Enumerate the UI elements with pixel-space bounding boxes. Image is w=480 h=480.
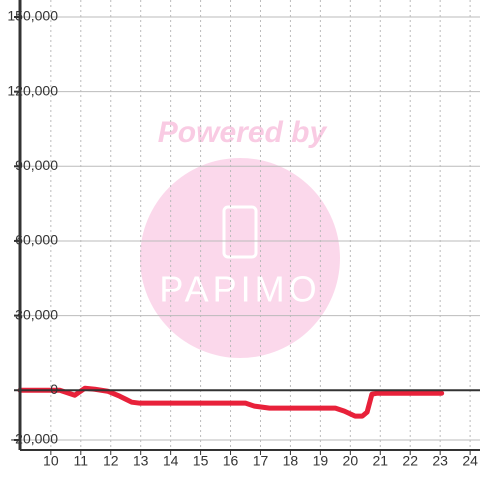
y-tick-label: 60,000 bbox=[15, 232, 58, 248]
x-tick-label: 10 bbox=[43, 453, 59, 469]
x-tick-label: 23 bbox=[432, 453, 448, 469]
grid bbox=[20, 0, 480, 450]
watermark bbox=[140, 158, 340, 358]
data-line bbox=[17, 385, 445, 419]
watermark-logo: PAPIMO bbox=[159, 269, 320, 310]
watermark-circle bbox=[140, 158, 340, 358]
watermark-phone bbox=[222, 205, 258, 259]
y-tick-label: 120,000 bbox=[7, 82, 58, 98]
x-tick-label: 24 bbox=[462, 453, 478, 469]
x-tick-label: 18 bbox=[283, 453, 299, 469]
x-tick-label: 13 bbox=[133, 453, 149, 469]
x-tick-label: 22 bbox=[402, 453, 418, 469]
x-tick-label: 14 bbox=[163, 453, 179, 469]
x-tick-label: 19 bbox=[313, 453, 329, 469]
watermark-top: Powered by bbox=[158, 116, 328, 149]
y-tick-label: 90,000 bbox=[15, 157, 58, 173]
x-tick-label: 17 bbox=[253, 453, 269, 469]
y-tick-label: -20,000 bbox=[11, 431, 59, 447]
x-tick-label: 12 bbox=[103, 453, 119, 469]
y-tick-label: 30,000 bbox=[15, 306, 58, 322]
x-tick-label: 15 bbox=[193, 453, 209, 469]
x-tick-label: 20 bbox=[343, 453, 359, 469]
x-tick-label: 11 bbox=[74, 453, 89, 469]
y-tick-label: 150,000 bbox=[7, 8, 58, 24]
x-tick-label: 21 bbox=[372, 453, 388, 469]
y-tick-label: 0 bbox=[50, 381, 58, 397]
plot bbox=[17, 385, 445, 419]
x-tick-label: 16 bbox=[223, 453, 239, 469]
